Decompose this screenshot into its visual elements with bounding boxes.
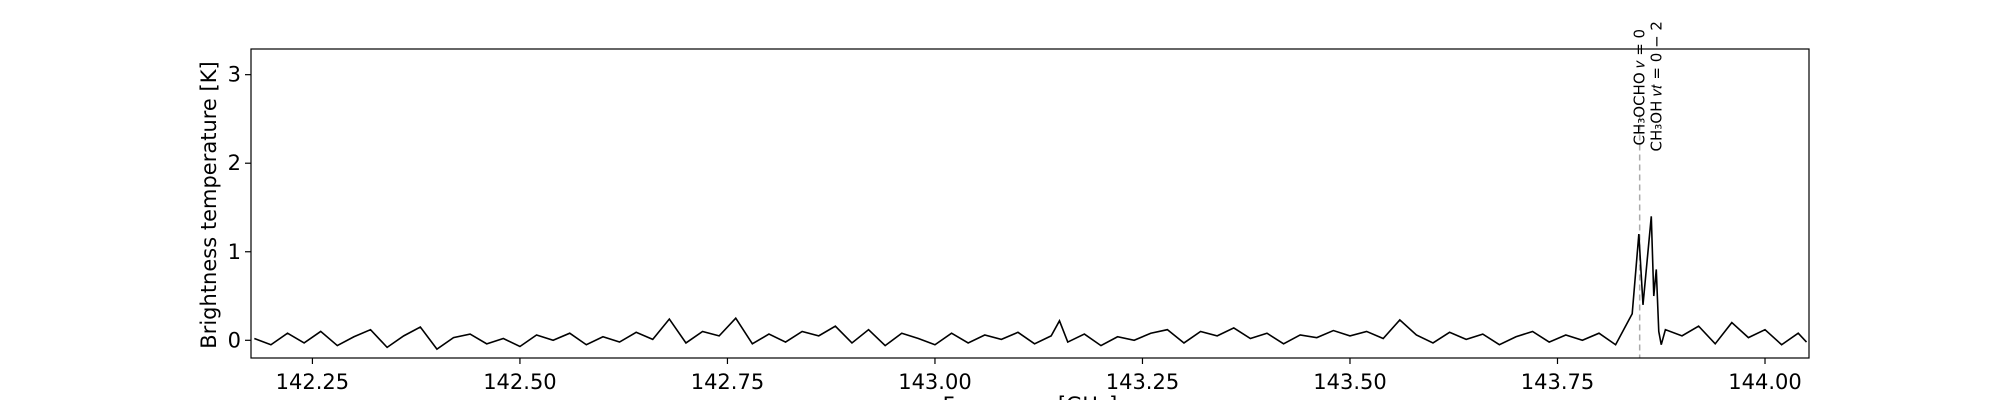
x-tick-label: 142.25 (276, 370, 349, 394)
x-tick-label: 143.75 (1521, 370, 1594, 394)
plot-frame (250, 48, 1810, 359)
x-tick-label: 143.00 (898, 370, 971, 394)
x-tick-label: 143.25 (1106, 370, 1179, 394)
x-tick-label: 143.50 (1313, 370, 1386, 394)
y-axis-label: Brightness temperature [K] (197, 61, 221, 348)
y-tick-label: 3 (228, 63, 241, 87)
y-tick-label: 2 (228, 151, 241, 175)
x-tick-label: 142.75 (691, 370, 764, 394)
y-tick-label: 1 (228, 240, 241, 264)
spectrum-line (254, 216, 1808, 351)
x-tick-label: 144.00 (1728, 370, 1801, 394)
line-annotation: CH₃OH 𝑣𝑡 = 0 − 2 (1647, 21, 1665, 151)
x-tick-label: 142.50 (483, 370, 556, 394)
y-tick-label: 0 (228, 328, 241, 352)
line-annotation: CH₃OCHO 𝑣 = 0 (1631, 29, 1649, 146)
x-axis-label: Frequency [GHz] (943, 393, 1118, 400)
